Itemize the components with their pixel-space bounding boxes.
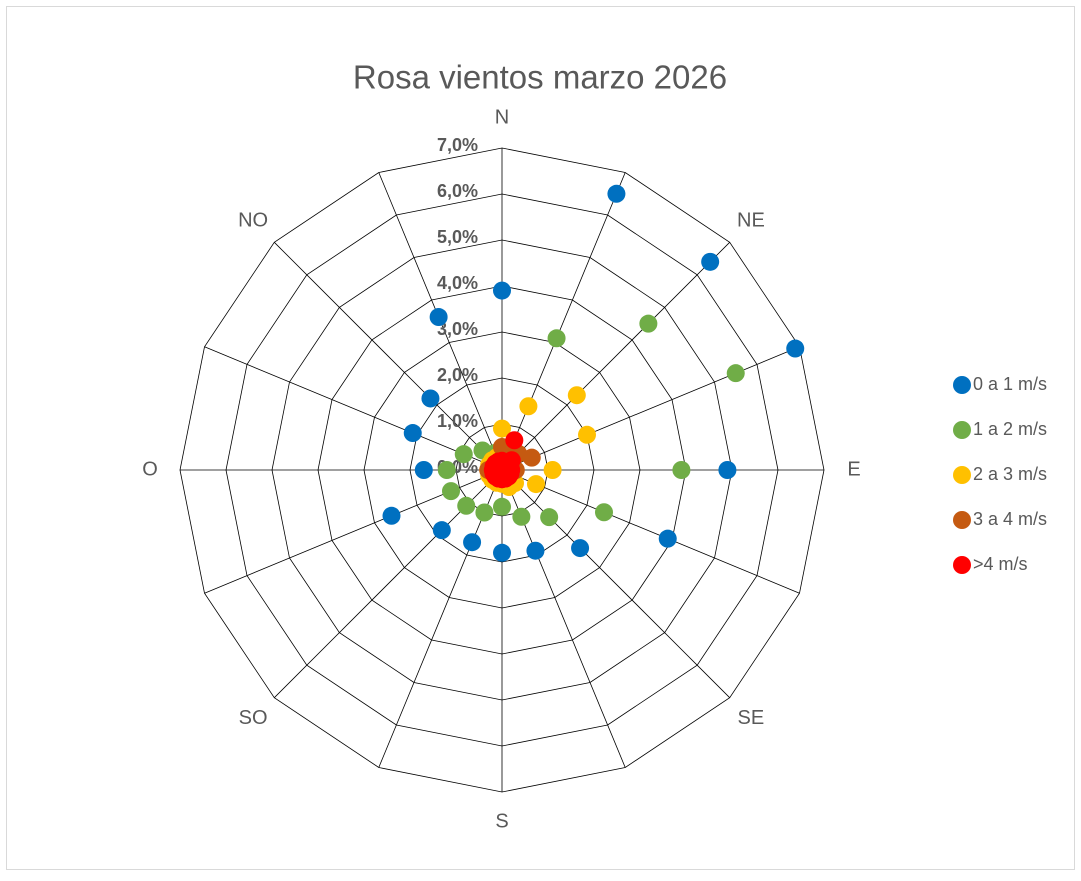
marker (522, 448, 541, 467)
spoke (274, 242, 503, 471)
marker (493, 281, 511, 300)
category-label: NE (737, 209, 765, 231)
marker (475, 503, 494, 522)
y-tick-label: 4,0% (437, 273, 478, 293)
legend-label: 1 a 2 m/s (973, 419, 1047, 439)
category-label: SO (239, 707, 268, 729)
marker (414, 461, 433, 479)
marker (540, 508, 559, 527)
marker (457, 496, 476, 515)
legend-marker (953, 556, 971, 574)
chart-border (6, 6, 1075, 870)
marker (672, 461, 691, 479)
marker (526, 541, 545, 560)
category-label: NO (238, 209, 268, 231)
spoke (501, 172, 626, 471)
legend-label: 2 a 3 m/s (973, 464, 1047, 484)
legend-label: 3 a 4 m/s (973, 509, 1047, 529)
category-label: S (495, 810, 508, 832)
marker (567, 386, 586, 405)
y-tick-label: 6,0% (437, 181, 478, 201)
spoke (501, 242, 730, 471)
spoke (501, 469, 730, 698)
marker (726, 364, 745, 383)
marker (432, 521, 451, 540)
y-tick-label: 7,0% (437, 135, 478, 155)
marker (463, 533, 482, 552)
marker (489, 452, 508, 471)
marker (607, 184, 626, 203)
marker (382, 506, 401, 525)
chart-title: Rosa vientos marzo 2026 (353, 59, 727, 96)
marker (505, 431, 524, 450)
marker (454, 445, 473, 464)
y-tick-label: 3,0% (437, 319, 478, 339)
marker (786, 339, 805, 358)
marker (594, 503, 613, 522)
legend-marker (953, 421, 971, 439)
marker (493, 419, 511, 438)
marker (547, 329, 566, 348)
category-label: SE (738, 707, 765, 729)
marker (658, 529, 677, 548)
spoke (501, 346, 800, 471)
spoke (501, 469, 800, 594)
marker (429, 308, 448, 327)
spoke (204, 346, 503, 471)
marker (493, 497, 511, 516)
category-label: N (495, 106, 509, 128)
marker (526, 475, 545, 494)
marker (403, 424, 422, 443)
marker (577, 425, 596, 444)
marker (519, 397, 538, 416)
category-label: E (847, 458, 860, 480)
y-tick-label: 1,0% (437, 411, 478, 431)
y-tick-label: 5,0% (437, 227, 478, 247)
marker (493, 543, 511, 562)
marker (421, 389, 440, 408)
marker (639, 314, 658, 333)
legend-label: 0 a 1 m/s (973, 374, 1047, 394)
marker (718, 461, 737, 479)
legend-label: >4 m/s (973, 554, 1028, 574)
marker (571, 539, 590, 558)
marker (437, 461, 456, 479)
legend-marker (953, 511, 971, 529)
legend-marker (953, 466, 971, 484)
y-tick-label: 2,0% (437, 365, 478, 385)
marker (701, 252, 720, 271)
marker (442, 482, 461, 501)
category-label: O (142, 458, 158, 480)
marker (543, 461, 562, 479)
marker (512, 507, 531, 526)
legend-marker (953, 376, 971, 394)
